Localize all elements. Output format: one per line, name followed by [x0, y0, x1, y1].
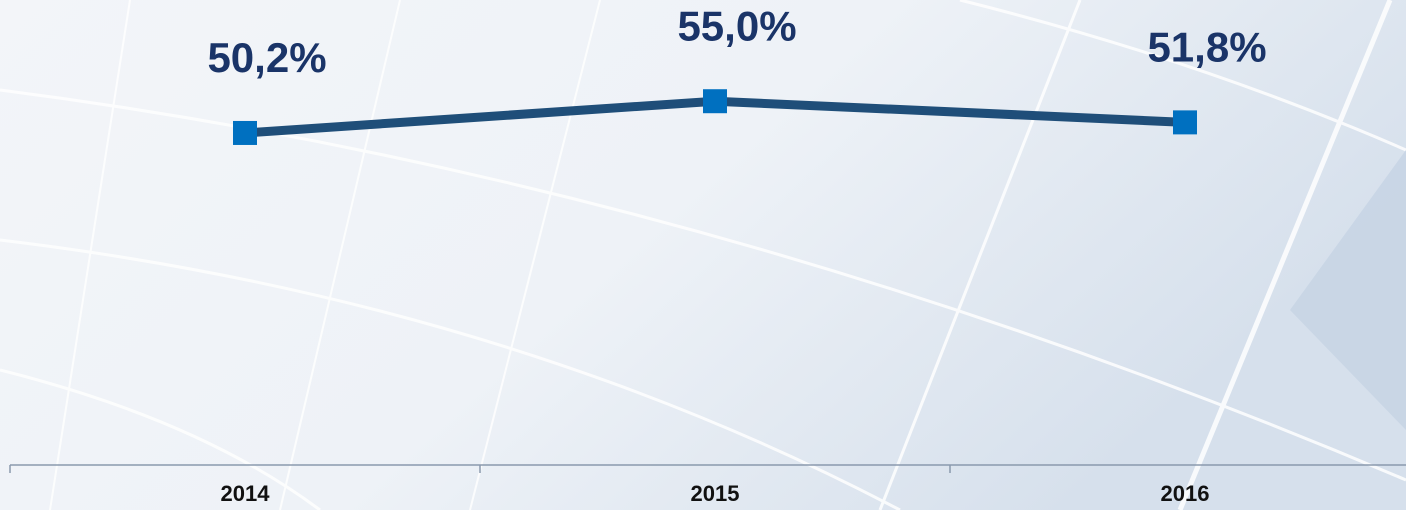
- x-tick-label: 2015: [691, 481, 740, 506]
- data-label: 51,8%: [1147, 23, 1266, 70]
- marker: [233, 120, 257, 145]
- marker: [703, 89, 727, 114]
- data-label: 55,0%: [677, 2, 796, 49]
- x-tick-label: 2014: [221, 481, 271, 506]
- marker: [1173, 110, 1197, 135]
- data-label: 50,2%: [207, 34, 326, 81]
- x-tick-label: 2016: [1161, 481, 1210, 506]
